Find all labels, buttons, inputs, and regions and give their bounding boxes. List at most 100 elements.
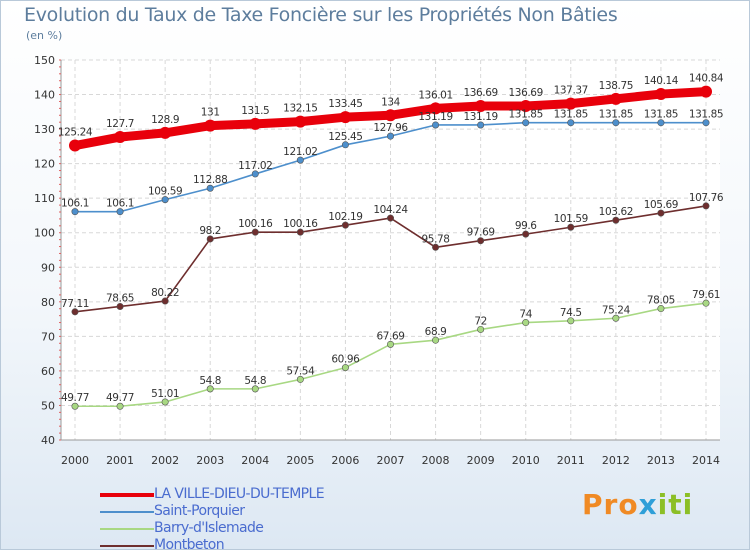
x-tick-label: 2005 — [286, 454, 314, 467]
data-label: 60.96 — [331, 354, 360, 366]
data-point — [296, 156, 304, 164]
data-label: 78.65 — [106, 292, 134, 304]
y-tick-label: 120 — [34, 158, 55, 171]
y-tick-label: 90 — [41, 261, 55, 274]
x-tick-label: 2013 — [647, 454, 675, 467]
data-label: 97.69 — [467, 227, 495, 239]
data-point — [251, 170, 259, 178]
data-label: 131.85 — [599, 109, 633, 121]
y-tick-label: 40 — [41, 434, 55, 447]
x-tick-label: 2014 — [692, 454, 720, 467]
logo-part-2: x — [638, 488, 658, 521]
data-point — [429, 102, 442, 115]
legend: LA VILLE-DIEU-DU-TEMPLE Saint-Porquier B… — [100, 486, 460, 554]
x-tick-label: 2000 — [61, 454, 89, 467]
legend-item: Montbeton — [100, 537, 460, 554]
data-label: 136.01 — [418, 89, 452, 101]
x-tick-label: 2009 — [467, 454, 495, 467]
y-tick-label: 80 — [41, 296, 55, 309]
data-point — [116, 402, 124, 410]
data-point — [339, 111, 352, 124]
y-tick-label: 110 — [34, 192, 55, 205]
data-point — [432, 121, 440, 129]
data-point — [341, 364, 349, 372]
data-label: 103.62 — [599, 206, 633, 218]
data-point — [654, 88, 667, 101]
data-label: 127.7 — [106, 118, 134, 130]
data-label: 102.19 — [328, 211, 362, 223]
data-label: 98.2 — [199, 225, 221, 237]
data-point — [71, 402, 79, 410]
data-label: 77.11 — [61, 298, 89, 310]
data-point — [522, 230, 530, 238]
data-label: 140.84 — [689, 73, 724, 85]
x-tick-label: 2002 — [151, 454, 179, 467]
logo-part-1: Pro — [582, 488, 639, 521]
data-label: 136.69 — [463, 87, 497, 99]
x-tick-label: 2006 — [331, 454, 359, 467]
data-point — [386, 340, 394, 348]
proxiti-logo: Proxiti — [582, 488, 693, 521]
data-label: 106.1 — [106, 198, 134, 210]
x-tick-label: 2010 — [512, 454, 540, 467]
data-label: 121.02 — [283, 146, 317, 158]
data-label: 75.24 — [602, 304, 631, 316]
data-label: 100.16 — [283, 218, 318, 230]
data-point — [341, 141, 349, 149]
data-label: 105.69 — [644, 199, 678, 211]
data-label: 131 — [201, 107, 220, 119]
data-label: 54.8 — [199, 375, 221, 387]
data-point — [657, 305, 665, 313]
data-label: 131.85 — [644, 109, 678, 121]
data-point — [161, 297, 169, 305]
x-tick-label: 2008 — [422, 454, 450, 467]
legend-swatch-montbeton — [100, 545, 154, 547]
data-point — [474, 99, 487, 112]
data-label: 128.9 — [151, 114, 179, 126]
data-point — [296, 375, 304, 383]
data-label: 134 — [381, 96, 401, 108]
data-point — [386, 214, 394, 222]
data-label: 57.54 — [286, 365, 315, 377]
data-point — [612, 119, 620, 127]
data-point — [432, 336, 440, 344]
data-label: 136.69 — [509, 87, 543, 99]
data-point — [206, 235, 214, 243]
data-point — [384, 109, 397, 122]
data-point — [159, 126, 172, 139]
data-point — [477, 325, 485, 333]
data-label: 132.15 — [283, 103, 317, 115]
data-label: 117.02 — [238, 160, 272, 172]
x-tick-label: 2003 — [196, 454, 224, 467]
data-point — [702, 202, 710, 210]
data-point — [609, 92, 622, 105]
data-point — [522, 119, 530, 127]
unit-label: (en %) — [26, 29, 63, 42]
data-label: 131.19 — [463, 111, 497, 123]
data-point — [206, 184, 214, 192]
legend-label-barry: Barry-d'Islemade — [154, 520, 264, 536]
data-point — [116, 208, 124, 216]
legend-label-ville-dieu: LA VILLE-DIEU-DU-TEMPLE — [154, 486, 325, 502]
data-point — [386, 132, 394, 140]
data-point — [567, 317, 575, 325]
data-point — [296, 228, 304, 236]
data-point — [249, 117, 262, 130]
data-point — [612, 314, 620, 322]
data-label: 78.05 — [647, 295, 675, 307]
data-point — [702, 119, 710, 127]
data-label: 138.75 — [599, 80, 633, 92]
data-point — [612, 216, 620, 224]
data-label: 131.85 — [689, 109, 723, 121]
data-point — [294, 115, 307, 128]
x-tick-label: 2004 — [241, 454, 269, 467]
data-label: 125.24 — [58, 127, 93, 139]
data-label: 127.96 — [373, 122, 408, 134]
data-label: 131.5 — [241, 105, 269, 117]
data-point — [477, 121, 485, 129]
data-label: 104.24 — [373, 204, 408, 216]
data-point — [69, 139, 81, 152]
y-tick-label: 70 — [41, 330, 55, 343]
data-label: 51.01 — [151, 388, 179, 400]
data-label: 79.61 — [692, 289, 720, 301]
